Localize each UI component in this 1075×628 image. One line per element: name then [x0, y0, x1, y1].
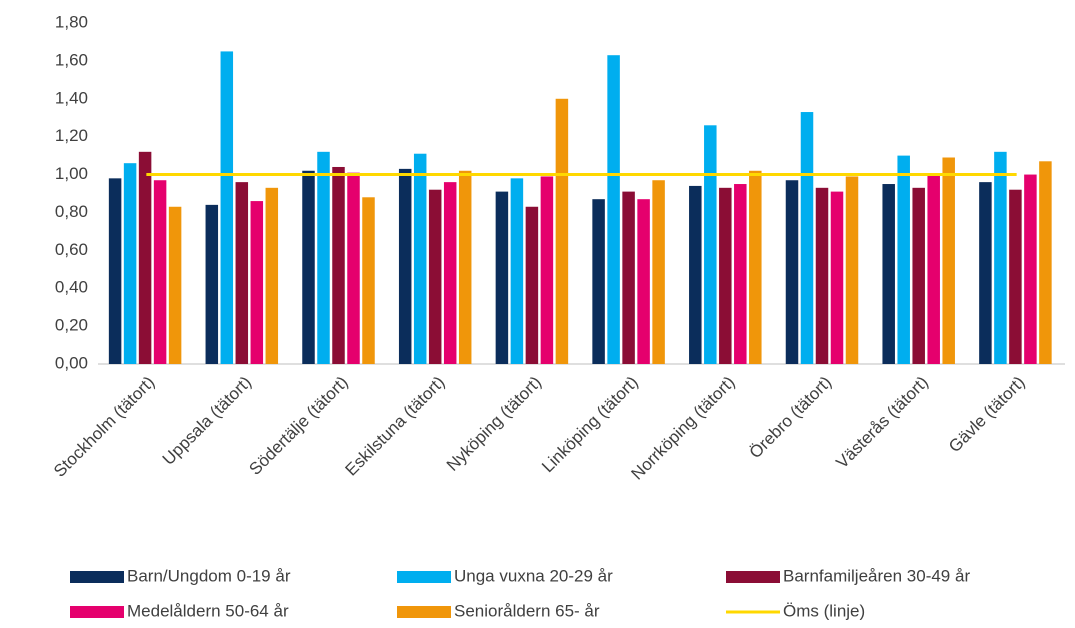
x-tick-group: Eskilstuna (tätort) [341, 373, 448, 480]
x-tick-group: Linköping (tätort) [538, 373, 642, 477]
y-tick-label: 1,60 [55, 50, 88, 69]
bar [317, 151, 330, 364]
y-tick-label: 0,20 [55, 316, 88, 335]
y-tick-label: 0,60 [55, 240, 88, 259]
bar [555, 98, 569, 365]
y-tick-label: 0,40 [55, 278, 88, 297]
bar [689, 185, 702, 364]
bar [168, 206, 182, 364]
bar [845, 176, 859, 364]
bar [912, 187, 925, 364]
x-tick-label: Eskilstuna (tätort) [341, 373, 448, 480]
x-tick-label: Norrköping (tätort) [628, 373, 739, 484]
bar [347, 172, 360, 364]
bar [979, 182, 992, 364]
bar [749, 170, 762, 364]
x-tick-group: Stockholm (tätort) [50, 373, 158, 481]
x-tick-label: Linköping (tätort) [538, 373, 642, 477]
y-tick-label: 0,00 [55, 353, 88, 372]
legend-label: Unga vuxna 20-29 år [454, 566, 613, 585]
bar [622, 191, 635, 364]
x-tick-group: Gävle (tätort) [945, 373, 1029, 457]
x-tick-group: Örebro (tätort) [746, 373, 836, 463]
bar [153, 180, 167, 364]
bar [592, 199, 605, 364]
x-tick-group: Nyköping (tätort) [443, 373, 545, 475]
x-tick-label: Gävle (tätort) [945, 373, 1029, 457]
bar [235, 182, 249, 364]
y-tick-label: 1,00 [55, 164, 88, 183]
bar [413, 153, 427, 364]
bar [443, 182, 457, 364]
bar [994, 151, 1007, 364]
bar [123, 163, 137, 364]
bar [265, 187, 279, 364]
legend-label: Medelåldern 50-64 år [127, 601, 289, 620]
bar [607, 55, 620, 364]
y-tick-label: 0,80 [55, 202, 88, 221]
legend-swatch [70, 606, 124, 618]
bar [882, 184, 895, 364]
bar [815, 187, 829, 364]
y-tick-label: 1,80 [55, 12, 88, 31]
legend-swatch [397, 571, 451, 583]
bar [332, 166, 345, 364]
bar [734, 184, 747, 364]
x-tick-label: Uppsala (tätort) [159, 373, 255, 469]
x-tick-group: Södertälje (tätort) [245, 373, 351, 479]
bar [897, 155, 910, 364]
bar [108, 178, 122, 364]
bar [428, 189, 442, 364]
bar [540, 176, 554, 364]
legend-label: Senioråldern 65- år [454, 601, 600, 620]
bar [800, 112, 814, 365]
bar [525, 206, 539, 364]
bar [362, 197, 375, 364]
y-tick-label: 1,40 [55, 88, 88, 107]
bar [398, 168, 412, 364]
legend-swatch [726, 571, 780, 583]
bar [942, 157, 955, 364]
bar [510, 178, 524, 364]
x-tick-group: Västerås (tätort) [832, 373, 932, 473]
bar [927, 174, 940, 364]
bar [652, 180, 665, 364]
bar [785, 180, 799, 364]
bar [719, 187, 732, 364]
x-tick-label: Nyköping (tätort) [443, 373, 545, 475]
bar [1009, 189, 1022, 364]
bar [637, 199, 650, 364]
bar [1024, 174, 1037, 364]
x-tick-group: Uppsala (tätort) [159, 373, 255, 469]
bar [205, 204, 219, 364]
bar [704, 125, 717, 364]
bar [458, 170, 472, 364]
bar [1039, 161, 1052, 364]
legend-label: Barn/Ungdom 0-19 år [127, 566, 291, 585]
bar [302, 170, 315, 364]
legend-swatch [70, 571, 124, 583]
bar [250, 201, 264, 364]
legend-label: Öms (linje) [783, 601, 865, 620]
legend-swatch [397, 606, 451, 618]
bar [830, 191, 844, 364]
legend-label: Barnfamiljeåren 30-49 år [783, 566, 970, 585]
bar [220, 51, 234, 365]
bar [495, 191, 509, 364]
x-tick-label: Örebro (tätort) [746, 373, 836, 463]
y-tick-label: 1,20 [55, 126, 88, 145]
x-tick-label: Södertälje (tätort) [245, 373, 351, 479]
x-tick-label: Västerås (tätort) [832, 373, 932, 473]
x-tick-label: Stockholm (tätort) [50, 373, 158, 481]
x-tick-group: Norrköping (tätort) [628, 373, 739, 484]
bar [138, 151, 152, 364]
